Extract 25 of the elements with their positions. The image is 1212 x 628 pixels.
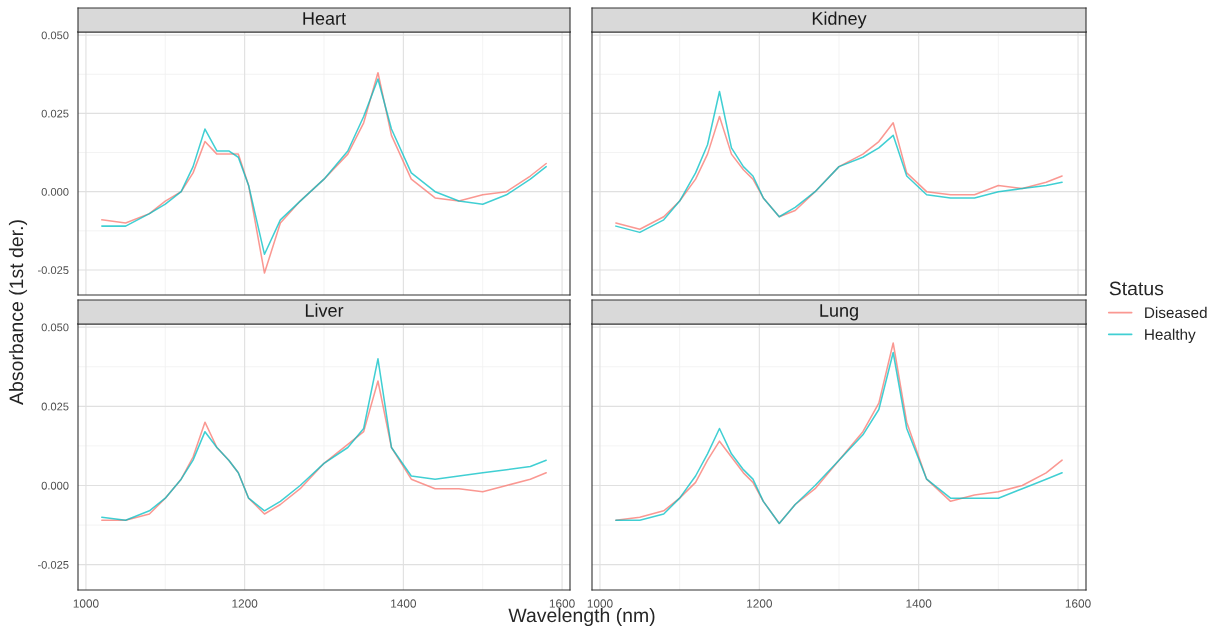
y-tick-label: 0.025: [41, 109, 69, 118]
y-tick-label: 0.050: [41, 323, 69, 332]
legend-label: Diseased: [1145, 306, 1207, 319]
chart-title: Liver: [305, 303, 344, 317]
y-axis-title: Absorbance (1st der.): [8, 220, 28, 405]
y-tick-label: 0.000: [41, 481, 69, 490]
x-tick-label: 1200: [747, 599, 772, 608]
y-tick-label: 0.000: [41, 187, 69, 196]
x-tick-label: 1600: [549, 599, 575, 608]
x-tick-label: 1200: [232, 599, 258, 608]
x-tick-label: 1000: [587, 599, 613, 608]
chart-title: Heart: [303, 12, 346, 25]
x-tick-label: 1600: [1065, 599, 1091, 608]
y-tick-label: 0.025: [41, 402, 69, 411]
legend-label: Healthy: [1145, 328, 1196, 343]
x-tick-label: 1000: [73, 599, 99, 608]
chart-title: Lung: [820, 304, 858, 321]
y-tick-label: -0.025: [37, 266, 69, 275]
y-tick-label: 0.050: [41, 31, 69, 40]
x-tick-label: 1400: [391, 599, 417, 608]
x-axis-title: Wavelength (nm): [508, 607, 655, 627]
legend-title: Status: [1109, 281, 1164, 296]
chart-title: Kidney: [812, 11, 867, 29]
x-tick-label: 1400: [906, 599, 932, 608]
y-tick-label: -0.025: [37, 560, 69, 569]
